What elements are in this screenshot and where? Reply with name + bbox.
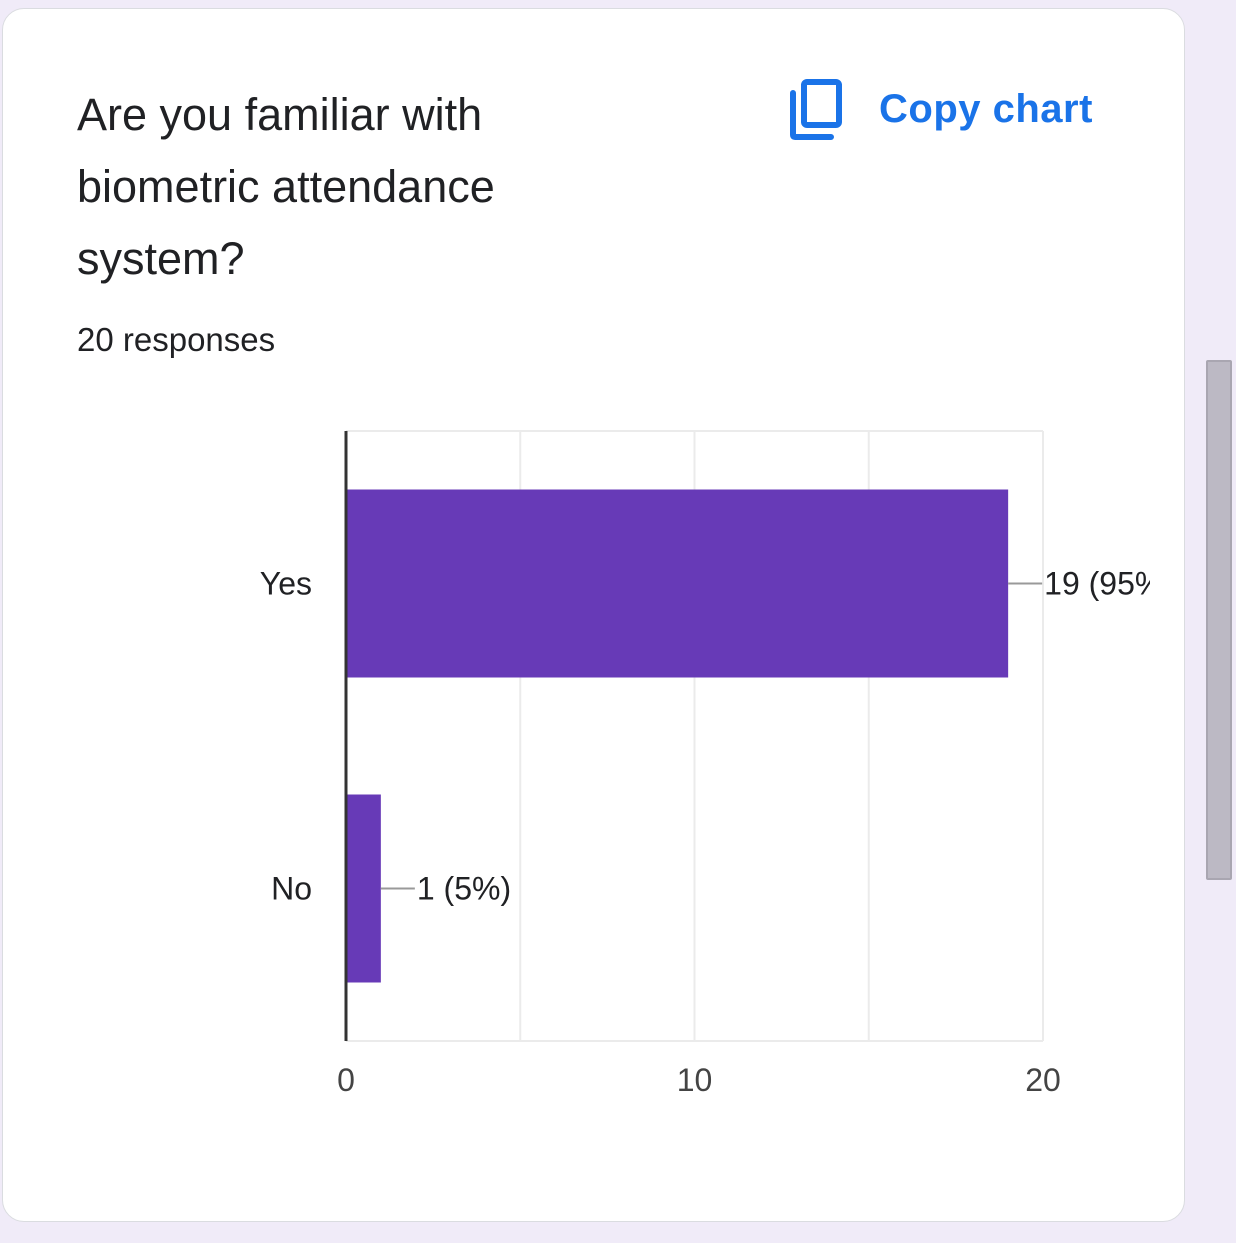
question-title: Are you familiar with biometric attendan… (77, 89, 495, 284)
copy-icon (789, 77, 845, 141)
data-label: 1 (5%) (417, 871, 511, 907)
copy-chart-label: Copy chart (879, 86, 1093, 131)
data-label: 19 (95% (1044, 566, 1163, 602)
category-label: Yes (260, 566, 312, 602)
x-tick-label: 10 (677, 1062, 713, 1098)
x-tick-label: 20 (1025, 1062, 1061, 1098)
x-tick-label: 0 (337, 1062, 355, 1098)
response-count: 20 responses (77, 321, 276, 358)
scrollbar-thumb[interactable] (1206, 360, 1232, 880)
category-label: No (271, 871, 312, 907)
copy-chart-button[interactable]: Copy chart (789, 75, 1093, 143)
bar-yes (346, 489, 1009, 678)
bar-no (346, 794, 381, 983)
